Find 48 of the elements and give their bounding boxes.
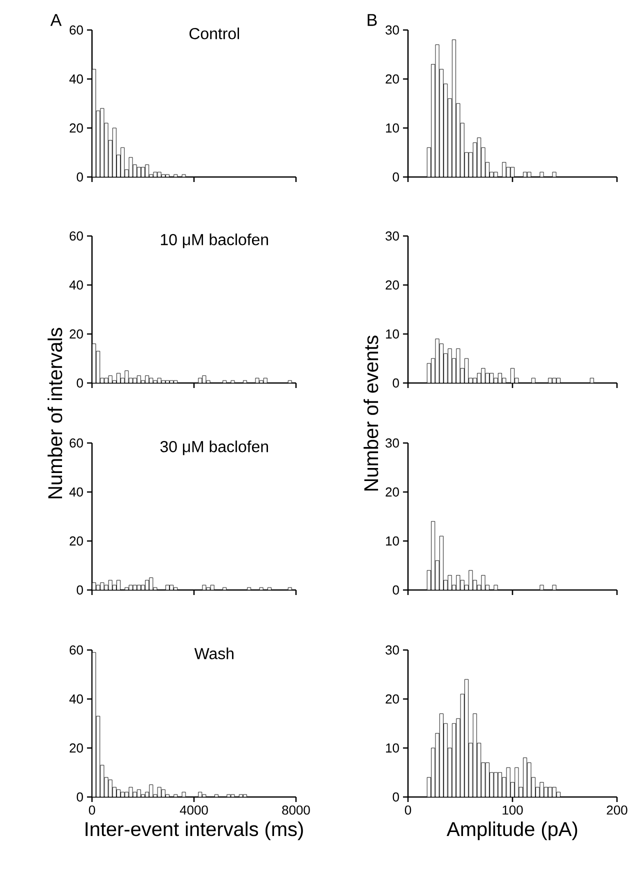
x-tick-label: 4000 xyxy=(180,806,208,815)
chart-title: 30 μM baclofen xyxy=(160,440,268,456)
y-tick-label: 40 xyxy=(69,694,83,704)
y-tick-label: 0 xyxy=(76,172,83,182)
text: B xyxy=(368,14,377,26)
y-tick-label: 20 xyxy=(386,694,399,704)
y-tick-label: 20 xyxy=(386,280,399,290)
y-axis-title: Number of events xyxy=(364,336,378,490)
x-tick-label: 8000 xyxy=(282,806,310,815)
y-tick-label: 60 xyxy=(70,645,83,655)
y-tick-label: 0 xyxy=(76,378,83,388)
y-tick-label: 10 xyxy=(386,536,399,546)
x-axis-title: Inter-event intervals (ms) xyxy=(86,822,303,840)
y-tick-label: 0 xyxy=(76,792,83,802)
chart-title: 10 μM baclofen xyxy=(160,234,268,248)
y-tick-label: 20 xyxy=(386,487,399,497)
y-axis-title: Number of intervals xyxy=(48,328,62,498)
y-tick-label: 10 xyxy=(386,743,399,753)
y-tick-label: 0 xyxy=(392,378,399,388)
y-tick-label: 20 xyxy=(70,123,83,133)
chart-title: Control xyxy=(189,28,239,40)
x-tick-label: 200 xyxy=(606,806,628,815)
chart-title: Wash xyxy=(194,648,234,660)
y-tick-label: 0 xyxy=(392,585,399,595)
y-tick-label: 30 xyxy=(386,645,399,655)
y-tick-label: 40 xyxy=(69,487,83,497)
y-tick-label: 10 xyxy=(386,123,399,133)
y-tick-label: 0 xyxy=(392,792,399,802)
y-tick-label: 30 xyxy=(386,438,399,448)
y-tick-label: 20 xyxy=(70,329,83,339)
y-tick-label: 0 xyxy=(392,172,399,182)
text: A xyxy=(50,14,62,26)
y-tick-label: 60 xyxy=(70,438,83,448)
y-tick-label: 60 xyxy=(70,231,83,241)
y-tick-label: 20 xyxy=(386,74,399,84)
y-tick-label: 20 xyxy=(70,743,83,753)
y-tick-label: 30 xyxy=(386,231,399,241)
x-tick-label: 0 xyxy=(404,806,412,815)
x-tick-label: 100 xyxy=(502,806,523,815)
x-tick-label: 0 xyxy=(88,806,96,815)
x-axis-title: Amplitude (pA) xyxy=(446,822,578,840)
y-tick-label: 0 xyxy=(76,585,83,595)
y-tick-label: 30 xyxy=(386,25,399,35)
y-tick-label: 60 xyxy=(70,25,83,35)
y-tick-label: 10 xyxy=(386,329,399,339)
y-tick-label: 40 xyxy=(69,74,83,84)
y-tick-label: 40 xyxy=(69,280,83,290)
y-tick-label: 20 xyxy=(70,536,83,546)
